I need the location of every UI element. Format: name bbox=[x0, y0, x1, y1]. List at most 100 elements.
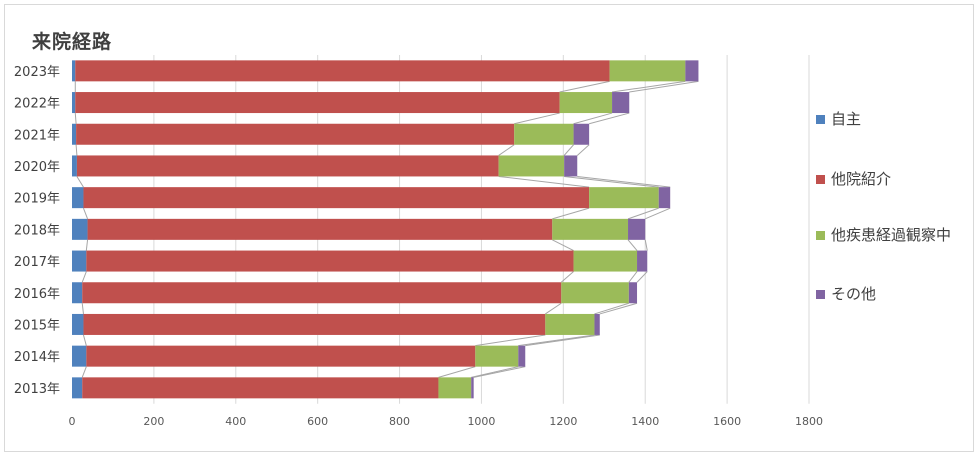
bar-segment bbox=[72, 345, 87, 367]
bar-segment bbox=[594, 313, 600, 335]
y-category-label: 2017年 bbox=[14, 255, 60, 270]
bar-segment bbox=[628, 218, 646, 240]
bar-segment bbox=[82, 282, 562, 304]
bar-segment bbox=[475, 345, 519, 367]
bar-segment bbox=[637, 250, 648, 272]
bar-segment bbox=[545, 313, 595, 335]
x-tick-label: 0 bbox=[69, 415, 76, 428]
legend-label: 他院紹介 bbox=[831, 170, 892, 188]
series-line bbox=[475, 334, 546, 347]
y-category-label: 2015年 bbox=[14, 318, 60, 333]
series-line bbox=[498, 144, 515, 156]
series-line bbox=[629, 80, 699, 93]
series-line bbox=[85, 239, 89, 251]
legend-swatch bbox=[816, 231, 825, 240]
bar-segment bbox=[76, 123, 515, 145]
series-line bbox=[74, 113, 77, 124]
bar-segment bbox=[82, 377, 439, 399]
y-category-label: 2023年 bbox=[14, 65, 60, 80]
series-line bbox=[560, 271, 574, 283]
series-line bbox=[628, 271, 638, 283]
bar-segment bbox=[573, 123, 590, 145]
y-category-label: 2021年 bbox=[14, 128, 60, 143]
bar-segment bbox=[76, 155, 499, 177]
bar-segment bbox=[514, 123, 574, 145]
legend-label: 自主 bbox=[831, 110, 862, 128]
bar-segment bbox=[72, 377, 83, 399]
bar-segment bbox=[86, 250, 574, 272]
series-connector-lines bbox=[74, 80, 699, 378]
bar-segment bbox=[612, 92, 630, 114]
y-category-label: 2019年 bbox=[14, 192, 60, 207]
legend-label: その他 bbox=[831, 285, 877, 303]
legend-swatch bbox=[816, 115, 825, 124]
bar-segment bbox=[658, 187, 671, 209]
legend-swatch bbox=[816, 175, 825, 184]
bar-segment bbox=[72, 282, 83, 304]
series-line bbox=[611, 80, 686, 93]
x-axis-labels: 0 200 400 600 800 1000 1200 1400 1600 1800 bbox=[69, 415, 824, 428]
y-axis-labels: 2023年 2022年 2021年 2020年 2019年 2018年 2017年 2016年… bbox=[14, 65, 60, 397]
bar-segment bbox=[72, 92, 76, 114]
bar-segment bbox=[86, 345, 476, 367]
series-line bbox=[627, 239, 638, 251]
y-category-label: 2018年 bbox=[14, 223, 60, 238]
legend-item: 他院紹介 bbox=[816, 170, 959, 189]
series-line bbox=[82, 207, 89, 220]
bar-segment bbox=[438, 377, 472, 399]
legend-item: 他疾患経過観察中 bbox=[816, 226, 959, 245]
series-line bbox=[545, 302, 562, 315]
x-tick-label: 1800 bbox=[795, 415, 823, 428]
bar-segment bbox=[72, 187, 84, 209]
series-line bbox=[563, 144, 574, 156]
series-line bbox=[473, 366, 526, 378]
series-line bbox=[518, 334, 595, 347]
legend-item: 自主 bbox=[816, 110, 959, 129]
bar-segment bbox=[72, 155, 77, 177]
series-line bbox=[75, 144, 78, 156]
series-line bbox=[627, 207, 659, 220]
series-line bbox=[82, 334, 87, 346]
bar-segment bbox=[72, 250, 87, 272]
bar-segment bbox=[564, 155, 578, 177]
bar-segment bbox=[561, 282, 629, 304]
series-line bbox=[577, 175, 671, 188]
bar-segment bbox=[552, 218, 629, 240]
bar-segment bbox=[83, 313, 546, 335]
bar-segment bbox=[72, 123, 77, 145]
bar-segment bbox=[87, 218, 553, 240]
series-line bbox=[76, 176, 84, 188]
bar-segment bbox=[589, 187, 659, 209]
y-category-label: 2016年 bbox=[14, 287, 60, 302]
series-line bbox=[552, 239, 574, 251]
series-line bbox=[514, 112, 560, 125]
bar-segment bbox=[573, 250, 638, 272]
bar-segment bbox=[518, 345, 526, 367]
legend-swatch bbox=[816, 290, 825, 299]
series-line bbox=[81, 271, 87, 283]
bar-segment bbox=[628, 282, 638, 304]
series-line bbox=[636, 271, 648, 283]
x-tick-label: 200 bbox=[143, 415, 164, 428]
bar-segment bbox=[75, 92, 560, 114]
x-tick-label: 1400 bbox=[631, 415, 659, 428]
y-category-label: 2020年 bbox=[14, 160, 60, 175]
bar-segment bbox=[72, 60, 76, 82]
series-line bbox=[498, 175, 590, 188]
bar-segment bbox=[498, 155, 565, 177]
bars bbox=[72, 60, 699, 399]
bar-segment bbox=[609, 60, 686, 82]
series-line bbox=[573, 112, 613, 125]
y-category-label: 2022年 bbox=[14, 97, 60, 112]
series-line bbox=[599, 302, 638, 315]
series-line bbox=[576, 144, 590, 156]
series-line bbox=[588, 112, 630, 125]
x-tick-label: 800 bbox=[389, 415, 410, 428]
bar-segment bbox=[72, 218, 88, 240]
bar-segment bbox=[72, 313, 84, 335]
series-line bbox=[594, 302, 629, 315]
bar-segment bbox=[471, 377, 474, 399]
legend-label: 他疾患経過観察中 bbox=[831, 226, 952, 244]
bar-segment bbox=[685, 60, 699, 82]
